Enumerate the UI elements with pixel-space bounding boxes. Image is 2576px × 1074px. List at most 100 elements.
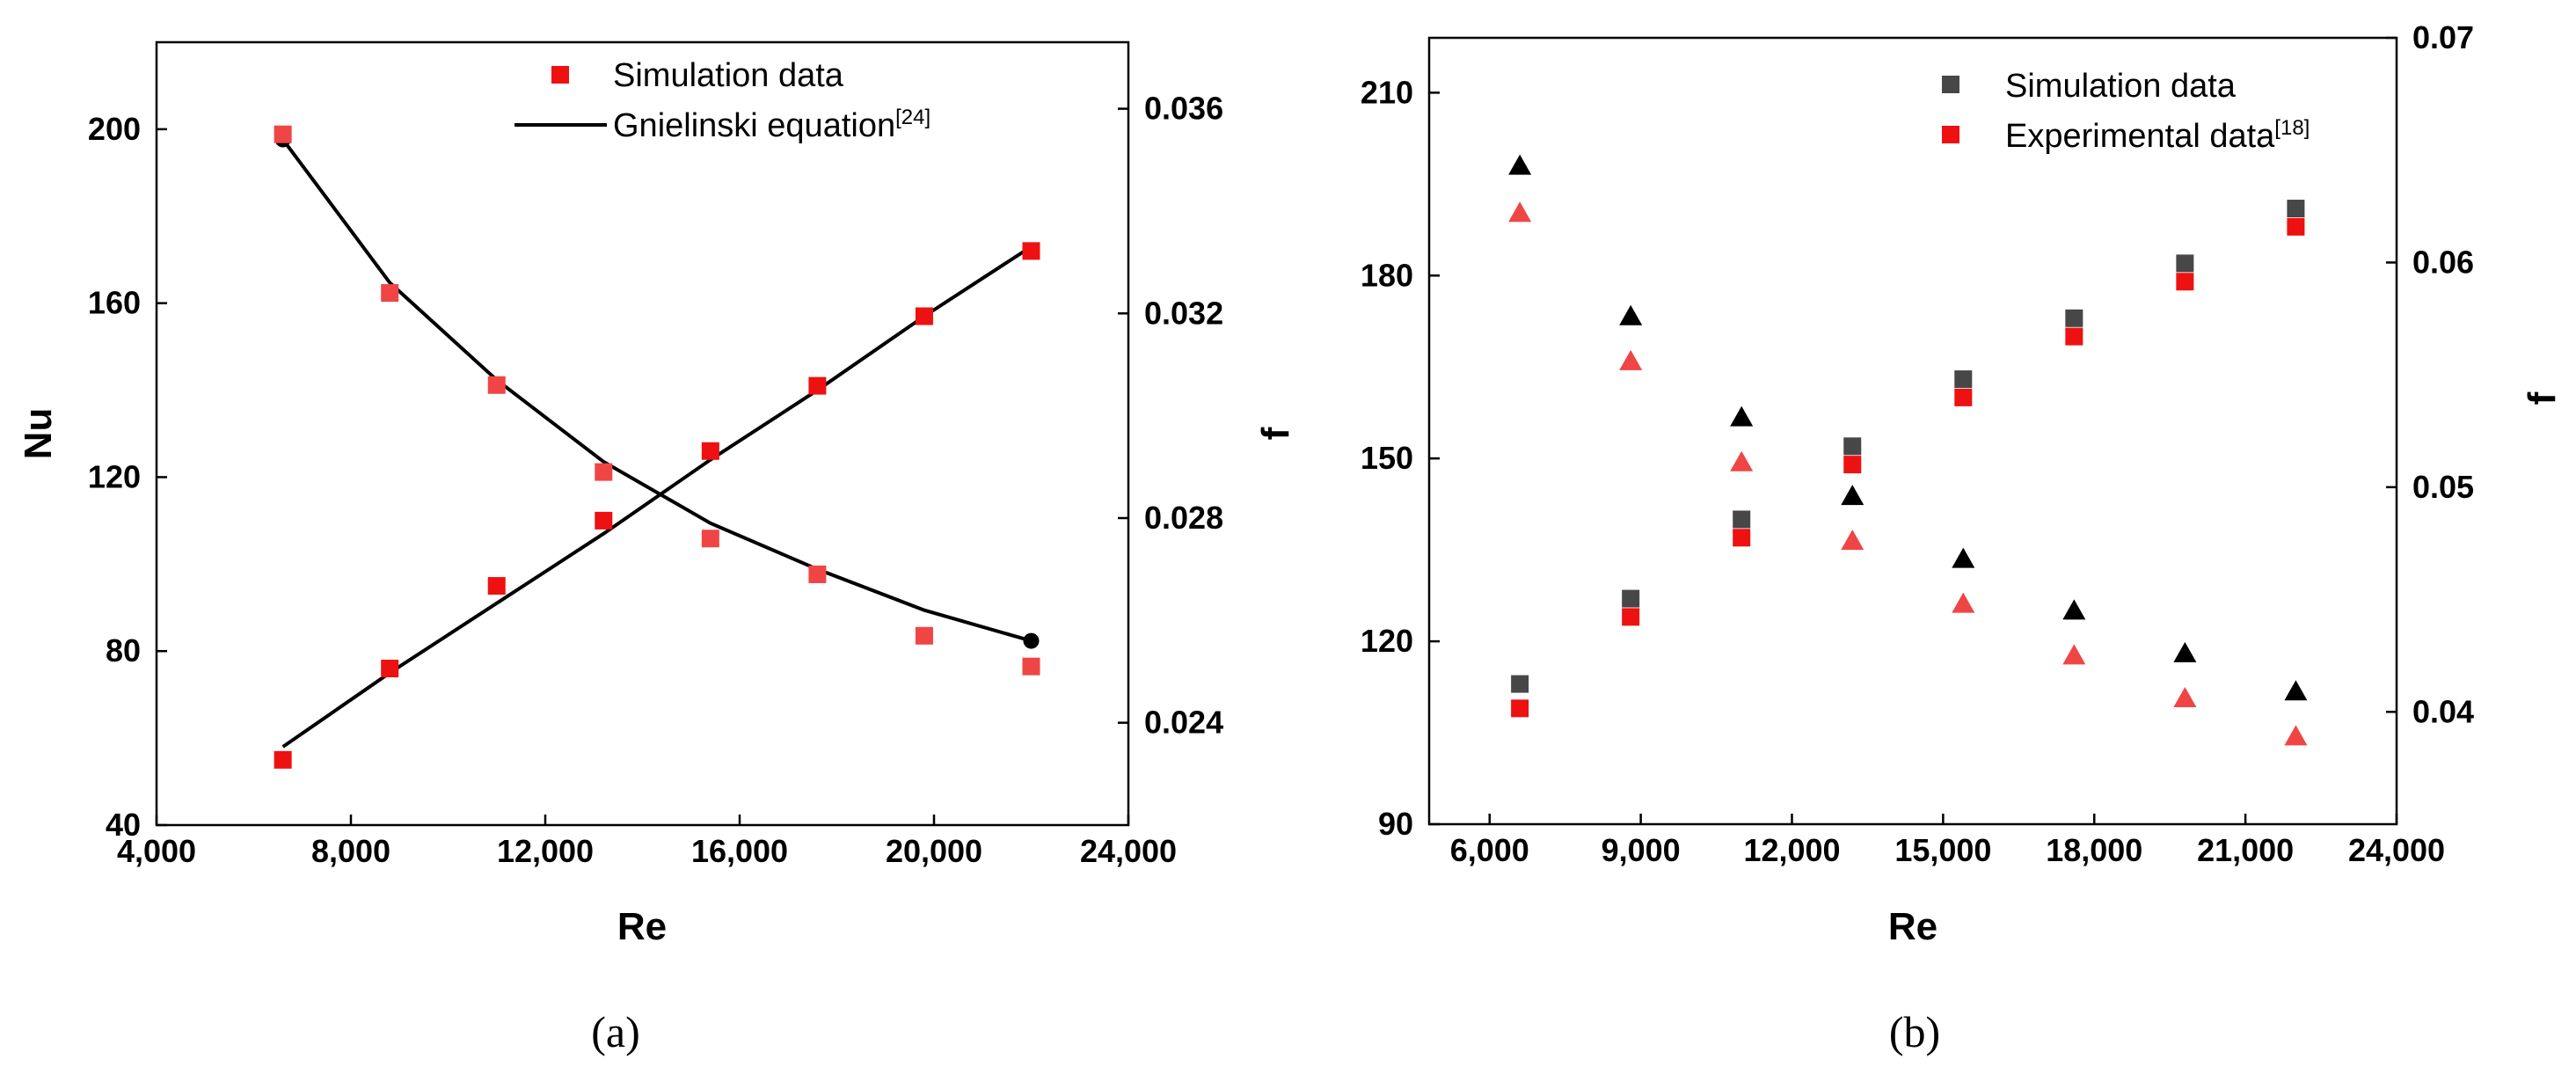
y-right-tick-label: 0.032 (1144, 295, 1223, 331)
panel-a-lines (274, 131, 1040, 749)
data-point (2173, 686, 2197, 707)
data-point (1622, 608, 1640, 626)
x-tick-label: 20,000 (886, 833, 982, 869)
data-point (1511, 699, 1529, 718)
data-point (1843, 437, 1862, 456)
panel-a-y-ticks: 40 80 120 160 200 (88, 111, 167, 843)
data-point (381, 284, 399, 303)
data-point (1843, 456, 1862, 474)
x-tick-label: 8,000 (311, 833, 390, 869)
panel-a-caption: (a) (591, 1007, 640, 1056)
y-tick-label: 40 (106, 807, 141, 843)
panel-b-y-axis-label: Nu (1292, 405, 1335, 457)
panel-b-y-axis-label-clip: Nu (1292, 405, 1335, 457)
panel-b-y-ticks: 90 120 150 180 210 (1361, 74, 1440, 842)
panel-a-plot-frame (155, 40, 1130, 827)
data-point (1841, 530, 1864, 551)
y-tick-label: 160 (88, 285, 141, 321)
data-point (595, 463, 613, 481)
data-point (2065, 309, 2083, 327)
y-right-tick-label: 0.06 (2412, 244, 2474, 280)
data-point (2287, 217, 2305, 236)
data-point (2284, 680, 2308, 701)
legend-marker-square (1942, 126, 1959, 143)
data-point (274, 750, 292, 769)
data-point (1619, 304, 1643, 325)
x-tick-label: 12,000 (497, 833, 594, 869)
panel-b-x-ticks: 6,000 9,000 12,000 15,000 18,000 21,000 24,000 (1450, 814, 2445, 868)
y-right-tick-label: 0.05 (2412, 469, 2474, 505)
data-point (487, 577, 506, 595)
data-point (1841, 485, 1864, 506)
data-point (915, 626, 933, 645)
data-point (2176, 273, 2194, 291)
y-tick-label: 120 (1361, 623, 1413, 659)
y-tick-label: 180 (1361, 257, 1413, 293)
panel-a-x-ticks: 4,000 8,000 12,000 16,000 20,000 24,000 (117, 815, 1177, 869)
data-point (2284, 725, 2308, 746)
panel-a-y-right-ticks: 0.024 0.028 0.032 0.036 (1118, 91, 1223, 741)
x-tick-label: 9,000 (1602, 832, 1681, 868)
y-tick-label: 80 (106, 632, 141, 669)
y-right-tick-label: 0.036 (1144, 91, 1223, 127)
panel-b-plot-frame (1427, 36, 2398, 826)
data-point (1511, 675, 1529, 693)
data-point (2062, 599, 2086, 620)
panel-b-chart: 6,000 9,000 12,000 15,000 18,000 21,000 24,000… (1292, 19, 2564, 1056)
x-tick-label: 24,000 (2348, 832, 2445, 868)
legend-label: Gnielinski equation[24] (613, 106, 930, 144)
legend-ref: [24] (895, 106, 930, 129)
data-point (701, 530, 719, 548)
data-point (381, 660, 399, 677)
x-tick-label: 24,000 (1080, 833, 1177, 869)
data-point (1733, 510, 1751, 529)
data-point (1508, 154, 1532, 175)
x-tick-label: 4,000 (117, 833, 196, 869)
panel-b-x-axis-label: Re (1888, 905, 1937, 948)
y-tick-label: 120 (88, 458, 141, 494)
series-endpoint (1023, 632, 1040, 649)
legend-label: Simulation data (613, 57, 844, 94)
data-point (1954, 370, 1973, 389)
data-point (2287, 200, 2305, 218)
legend-label: Experimental data[18] (2005, 116, 2310, 155)
data-point (808, 565, 827, 583)
series-line (281, 138, 1033, 643)
data-point (1730, 405, 1754, 427)
x-tick-label: 15,000 (1894, 832, 1991, 868)
data-point (808, 376, 827, 395)
y-tick-label: 150 (1361, 440, 1413, 476)
data-point (1619, 349, 1643, 370)
x-tick-label: 16,000 (691, 833, 788, 869)
data-point (1954, 388, 1973, 406)
panel-b-caption: (b) (1889, 1007, 1940, 1056)
panel-b-y-right-axis-label: f (2521, 391, 2564, 405)
legend-marker-square (551, 66, 569, 84)
data-point (595, 511, 613, 530)
data-point (2176, 254, 2194, 273)
data-point (2062, 644, 2086, 665)
data-point (1508, 201, 1532, 223)
y-tick-label: 90 (1378, 806, 1413, 842)
panel-a-y-right-axis-label: f (1254, 427, 1297, 440)
data-point (915, 307, 933, 325)
legend-label-text: Experimental data (2005, 118, 2275, 155)
data-point (1952, 547, 1975, 568)
data-point (1730, 450, 1754, 471)
legend-label-text: Gnielinski equation (613, 107, 895, 144)
data-point (1022, 657, 1040, 676)
panel-a-marks (274, 125, 1040, 769)
data-point (2065, 327, 2083, 346)
data-point (487, 376, 506, 394)
data-point (1622, 589, 1640, 608)
legend-label: Simulation data (2005, 68, 2237, 105)
legend-ref: [18] (2274, 116, 2310, 140)
data-point (1733, 529, 1751, 547)
y-right-tick-label: 0.028 (1144, 500, 1223, 536)
x-tick-label: 21,000 (2197, 832, 2294, 868)
y-right-tick-label: 0.024 (1144, 705, 1223, 741)
data-point (274, 125, 292, 143)
x-tick-label: 12,000 (1743, 832, 1840, 868)
legend-marker-square (1942, 76, 1959, 93)
